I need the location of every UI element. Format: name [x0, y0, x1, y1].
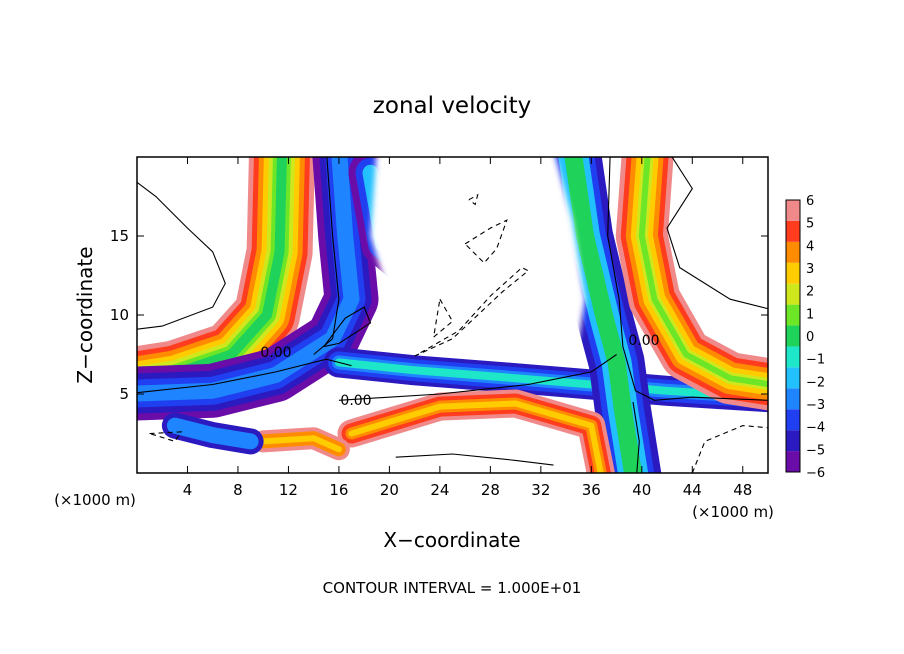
colorbar-swatch [786, 367, 800, 389]
x-tick-label: 8 [233, 481, 243, 499]
cool-band-right [564, 157, 643, 473]
x-tick-label: 28 [481, 481, 500, 499]
negative-contour [414, 266, 530, 357]
y-tick-label: 15 [110, 227, 129, 245]
colorbar-swatch [786, 262, 800, 284]
x-axis-label: X−coordinate [383, 528, 520, 552]
x-tick-label: 44 [683, 481, 702, 499]
x-unit-label-right: (×1000 m) [692, 503, 774, 521]
contour [395, 453, 554, 466]
colorbar-swatch [786, 388, 800, 410]
colorbar-tick-label: 5 [806, 217, 814, 232]
colorbar-tick-label: 6 [806, 194, 814, 209]
colorbar-tick-label: −3 [806, 398, 825, 413]
x-tick-label: 20 [380, 481, 399, 499]
x-tick-label: 24 [430, 481, 449, 499]
zero-contour-label: 0.00 [628, 333, 659, 349]
x-axis: 4 8 12 16 20 24 28 32 36 40 44 48 [183, 157, 752, 499]
cool-jet [334, 358, 768, 402]
y-tick-label: 10 [110, 306, 129, 324]
warm-lobe-lower [260, 435, 342, 453]
colorbar-swatch [786, 409, 800, 431]
zero-contour-label: 0.00 [340, 393, 371, 409]
x-tick-label: 48 [733, 481, 752, 499]
colorbar-tick-label: 3 [806, 262, 814, 277]
zero-contour-labels: 0.00 0.00 0.00 [260, 333, 659, 409]
warm-band-lower [348, 400, 604, 473]
colorbar-tick-label: 1 [806, 307, 814, 322]
zero-contour [632, 401, 640, 473]
colorbar-swatch [786, 325, 800, 347]
negative-contour [149, 431, 183, 443]
zero-contour [338, 354, 617, 401]
plot-area [136, 156, 769, 474]
contour-interval-note: CONTOUR INTERVAL = 1.000E+01 [323, 579, 582, 597]
colorbar-swatch [786, 200, 800, 221]
colorbar-tick-label: 2 [806, 285, 814, 300]
colorbar: −6 −5 −4 −3 −2 −1 0 1 2 3 4 5 6 [785, 194, 825, 481]
colorbar-tick-label: −1 [806, 353, 825, 368]
y-axis: 5 10 15 [110, 227, 768, 403]
contour [666, 157, 768, 310]
colorbar-swatch [786, 430, 800, 452]
colorbar-tick-label: −4 [806, 421, 825, 436]
x-tick-label: 12 [279, 481, 298, 499]
zero-contour [323, 306, 372, 348]
zero-contour [607, 157, 768, 401]
x-tick-label: 16 [329, 481, 348, 499]
colorbar-tick-label: 0 [806, 330, 814, 345]
colorbar-frame [785, 199, 801, 473]
colorbar-tick-label: −2 [806, 375, 825, 390]
colorbar-swatch [786, 220, 800, 242]
x-unit-label-left: (×1000 m) [54, 491, 136, 509]
x-tick-label: 40 [632, 481, 651, 499]
contour [137, 181, 226, 330]
colorbar-swatch [786, 304, 800, 326]
cool-lobe-lower [166, 417, 259, 450]
colorbar-tick-label: 4 [806, 239, 814, 254]
colorbar-swatch [786, 283, 800, 305]
colorbar-swatch [786, 451, 800, 472]
zero-contour-label: 0.00 [260, 345, 291, 361]
negative-contour [464, 219, 508, 264]
negative-contour [432, 298, 454, 339]
x-tick-label: 4 [183, 481, 193, 499]
chart-title: zonal velocity [373, 93, 531, 119]
y-tick-label: 5 [119, 385, 129, 403]
zero-contour [137, 358, 352, 394]
colorbar-swatch [786, 241, 800, 263]
colorbar-swatch [786, 346, 800, 368]
colorbar-tick-label: −5 [806, 443, 825, 458]
y-axis-label: Z−coordinate [73, 246, 97, 383]
x-tick-label: 36 [582, 481, 601, 499]
contour-lines [137, 157, 768, 473]
colorbar-tick-label: −6 [806, 466, 825, 481]
warm-band-right [638, 157, 768, 388]
still-region [370, 157, 585, 352]
negative-contour [691, 425, 768, 473]
x-tick-label: 32 [531, 481, 550, 499]
